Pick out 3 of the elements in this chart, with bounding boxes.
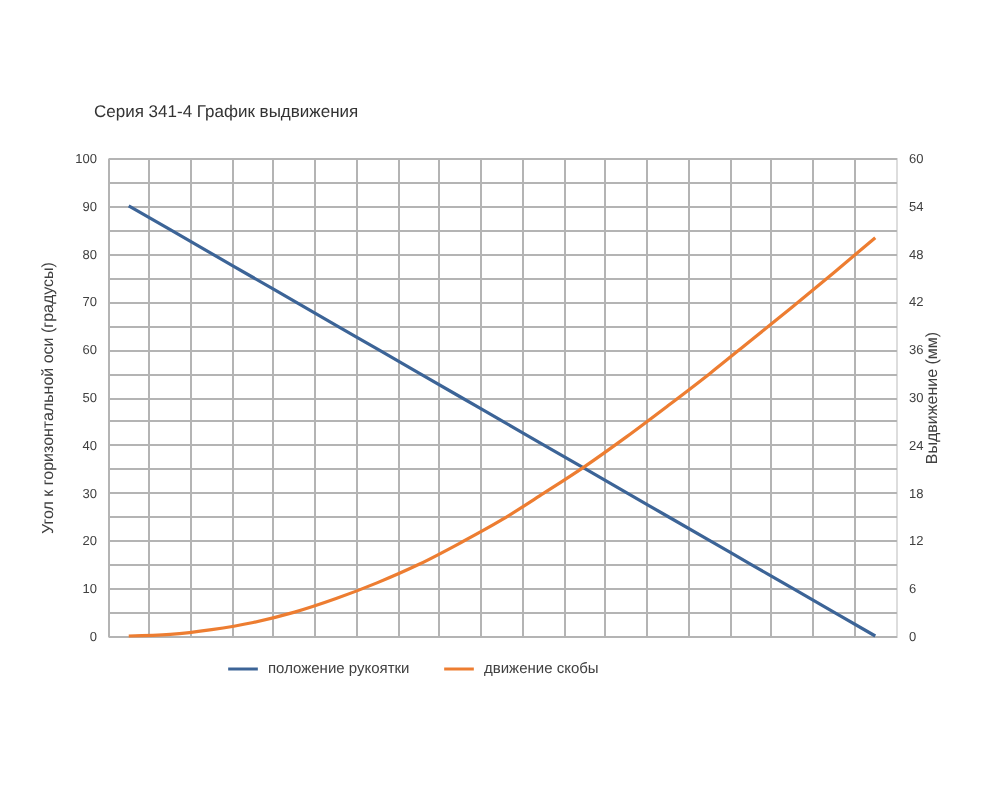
y-axis-title: Угол к горизонтальной оси (градусы) — [39, 261, 58, 534]
chart-title: Серия 341-4 График выдвижения — [94, 101, 360, 121]
y2-axis-title: Выдвижение (мм) — [923, 331, 942, 465]
